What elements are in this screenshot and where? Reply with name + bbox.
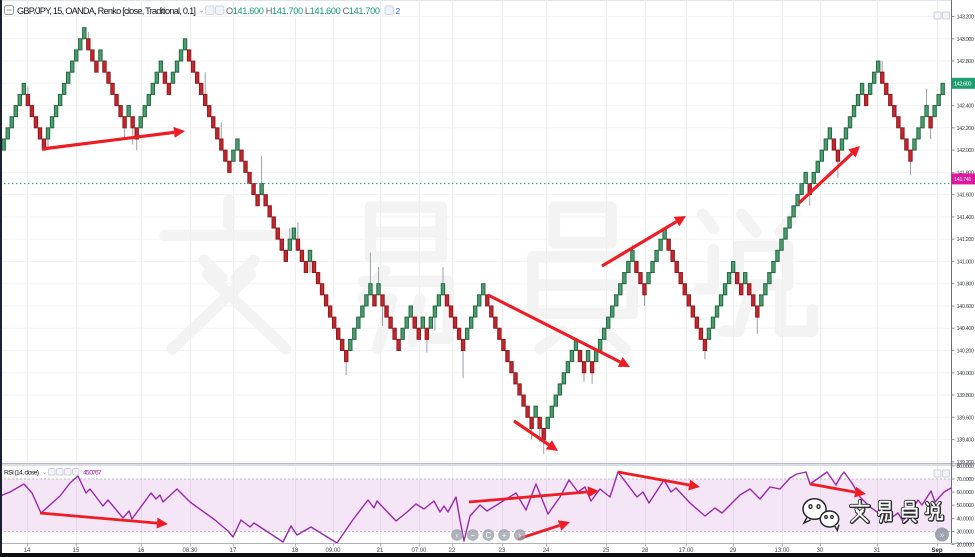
svg-text:Sep: Sep — [931, 548, 942, 554]
svg-text:80.0000: 80.0000 — [957, 464, 975, 470]
svg-text:−: − — [470, 531, 475, 540]
svg-text:›: › — [518, 531, 521, 540]
svg-text:45.0767: 45.0767 — [83, 470, 102, 477]
svg-text:139.800: 139.800 — [957, 393, 975, 399]
svg-text:‹: ‹ — [456, 531, 459, 540]
svg-text:143.000: 143.000 — [957, 37, 975, 43]
svg-text:16: 16 — [138, 548, 145, 554]
svg-text:O141.600 H141.700 L141.600 C14: O141.600 H141.700 L141.600 C141.700 — [226, 6, 380, 16]
svg-text:141.200: 141.200 — [957, 237, 975, 243]
svg-text:140.400: 140.400 — [957, 326, 975, 332]
svg-text:140.600: 140.600 — [957, 304, 975, 310]
svg-text:17:00: 17:00 — [678, 548, 694, 554]
svg-text:»: » — [940, 531, 945, 540]
svg-text:40.0000: 40.0000 — [957, 516, 975, 522]
svg-text:22: 22 — [449, 548, 456, 554]
svg-text:⌄: ⌄ — [42, 470, 47, 476]
svg-text:141.741: 141.741 — [954, 177, 972, 183]
svg-text:+: + — [502, 531, 507, 540]
svg-text:141.000: 141.000 — [957, 259, 975, 265]
svg-text:141.400: 141.400 — [957, 215, 975, 221]
svg-text:139.200: 139.200 — [957, 460, 975, 466]
svg-text:30.0000: 30.0000 — [957, 530, 975, 536]
svg-text:140.000: 140.000 — [957, 371, 975, 377]
svg-text:25: 25 — [603, 548, 610, 554]
svg-text:140.200: 140.200 — [957, 349, 975, 355]
svg-text:2: 2 — [396, 6, 401, 16]
svg-text:18: 18 — [292, 548, 299, 554]
svg-text:07:00: 07:00 — [411, 548, 427, 554]
svg-text:30: 30 — [817, 548, 824, 554]
svg-text:139.600: 139.600 — [957, 415, 975, 421]
svg-text:23: 23 — [499, 548, 506, 554]
svg-text:GBP/JPY, 15, OANDA, Renko [clo: GBP/JPY, 15, OANDA, Renko [close, Tradit… — [17, 6, 196, 16]
svg-text:13:00: 13:00 — [774, 548, 790, 554]
svg-text:142.200: 142.200 — [957, 126, 975, 132]
svg-text:24: 24 — [543, 548, 550, 554]
svg-text:28: 28 — [642, 548, 649, 554]
svg-text:60.0000: 60.0000 — [957, 490, 975, 496]
svg-text:142.800: 142.800 — [957, 59, 975, 65]
svg-text:50.0000: 50.0000 — [957, 503, 975, 509]
svg-text:08:30: 08:30 — [182, 548, 198, 554]
svg-text:17: 17 — [230, 548, 237, 554]
svg-text:141.600: 141.600 — [957, 193, 975, 199]
svg-text:14: 14 — [24, 548, 31, 554]
svg-text:142.600: 142.600 — [954, 81, 972, 87]
svg-text:142.000: 142.000 — [957, 148, 975, 154]
svg-text:142.400: 142.400 — [957, 104, 975, 110]
svg-text:140.800: 140.800 — [957, 282, 975, 288]
svg-text:143.200: 143.200 — [957, 15, 975, 21]
svg-text:⌄: ⌄ — [198, 6, 205, 15]
svg-text:21: 21 — [377, 548, 384, 554]
svg-text:70.0000: 70.0000 — [957, 477, 975, 483]
svg-text:29: 29 — [730, 548, 737, 554]
svg-text:139.400: 139.400 — [957, 438, 975, 444]
svg-text:15: 15 — [73, 548, 80, 554]
svg-text:RSI (14, close): RSI (14, close) — [4, 470, 39, 477]
svg-text:31: 31 — [874, 548, 881, 554]
svg-text:09:00: 09:00 — [325, 548, 341, 554]
svg-text:20.0000: 20.0000 — [957, 543, 975, 549]
svg-text:C: C — [486, 531, 492, 540]
